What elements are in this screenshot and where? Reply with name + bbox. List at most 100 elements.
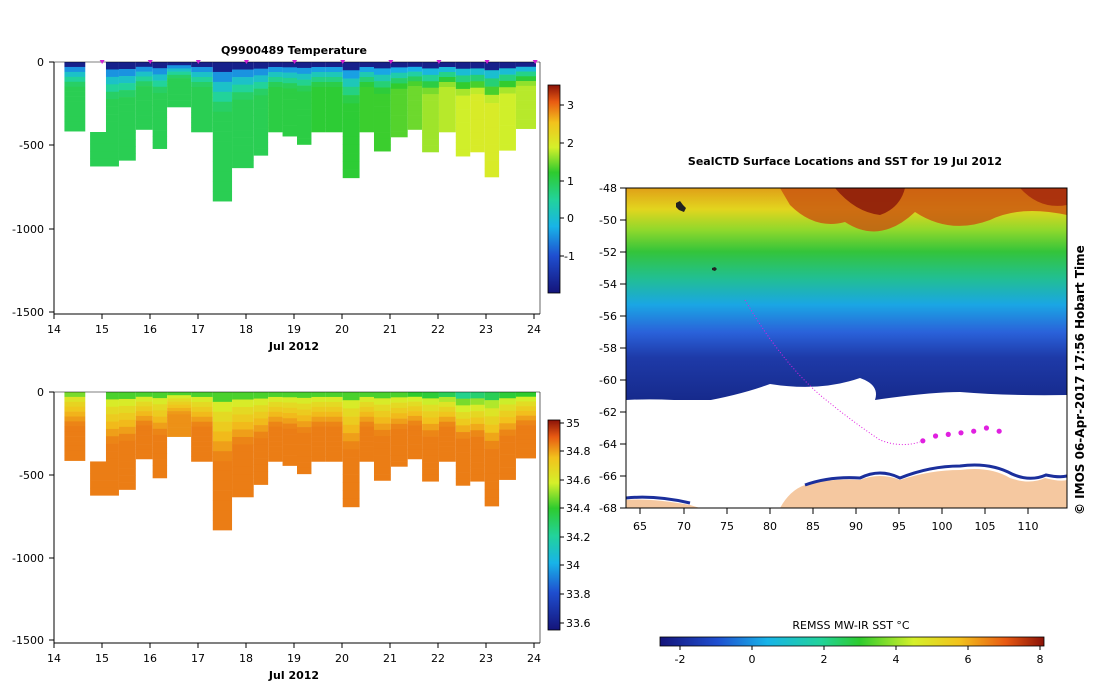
temperature-cell	[152, 62, 168, 69]
salinity-cell	[484, 416, 500, 425]
temperature-cell	[407, 110, 423, 116]
salinity-cell	[515, 410, 536, 416]
temperature-cell	[342, 111, 360, 121]
salinity-cell	[268, 416, 283, 423]
map-lon-label: 70	[677, 520, 691, 533]
temperature-cell	[191, 77, 213, 83]
salinity-cell	[311, 392, 326, 398]
salinity-cell	[499, 429, 516, 437]
salinity-cell	[135, 396, 153, 402]
salinity-cell	[282, 439, 297, 445]
map-lat-label: -64	[599, 438, 617, 451]
temperature-cell	[470, 126, 485, 134]
temperature-cell	[64, 96, 91, 102]
temperature-cell	[253, 75, 269, 83]
salinity-cell	[167, 414, 192, 418]
temperature-x-tick-label: 15	[95, 323, 109, 336]
salinity-colorbar-tick: 35	[566, 417, 580, 430]
temperature-cell	[422, 132, 439, 140]
temperature-cell	[484, 62, 500, 71]
salinity-cell	[135, 406, 153, 412]
temperature-x-tick-label: 19	[287, 323, 301, 336]
temperature-cell	[212, 91, 233, 103]
temperature-cell	[422, 87, 439, 95]
temperature-cell	[325, 102, 343, 108]
temperature-x-tick-label: 17	[191, 323, 205, 336]
temperature-cell	[407, 86, 423, 92]
salinity-cell	[325, 446, 343, 452]
map-lon-label: 80	[763, 520, 777, 533]
salinity-y-tick-label: -1000	[12, 552, 44, 565]
salinity-cell	[359, 451, 374, 457]
temperature-cell	[297, 138, 312, 145]
temperature-colorbar-scale	[547, 84, 561, 294]
salinity-cell	[407, 439, 423, 445]
temperature-cell	[212, 101, 233, 113]
salinity-cell	[64, 421, 91, 427]
temperature-cell	[342, 144, 360, 154]
temperature-cell	[484, 70, 500, 79]
temperature-cell	[118, 111, 136, 119]
profile-marker	[388, 60, 394, 64]
temperature-y-ticks: 0 -500 -1000 -1500	[12, 56, 54, 319]
salinity-cell	[135, 425, 153, 431]
salinity-cell	[253, 477, 269, 485]
salinity-cell	[311, 456, 326, 462]
temperature-cell	[212, 62, 233, 73]
salinity-cell	[118, 412, 136, 421]
salinity-cell	[422, 449, 439, 457]
temperature-cell	[297, 73, 312, 80]
salinity-cell	[167, 407, 192, 412]
salinity-cell	[167, 430, 192, 434]
salinity-cell	[253, 411, 269, 419]
temperature-cell	[470, 145, 485, 153]
temperature-cell	[407, 124, 423, 130]
sst-colorbar-title: REMSS MW-IR SST °C	[792, 619, 910, 632]
temperature-cell	[359, 72, 374, 78]
map-lat-label: -50	[599, 214, 617, 227]
salinity-cell	[325, 406, 343, 413]
temperature-cell	[407, 71, 423, 77]
salinity-y-tick-label: 0	[37, 386, 44, 399]
seal-location-point	[996, 428, 1002, 434]
salinity-cell	[191, 416, 213, 423]
seal-location-point	[971, 428, 977, 434]
temperature-cell	[455, 62, 471, 70]
salinity-cell	[118, 482, 136, 490]
salinity-cell	[359, 436, 374, 442]
temperature-cell	[499, 137, 516, 145]
temperature-cell	[515, 76, 536, 82]
temperature-cell	[390, 115, 408, 122]
salinity-cell	[268, 426, 283, 432]
map-lat-label: -54	[599, 278, 617, 291]
salinity-cell	[455, 412, 471, 419]
salinity-cell	[212, 441, 233, 452]
temperature-cell	[191, 122, 213, 128]
salinity-cell	[325, 416, 343, 423]
temperature-cell	[515, 85, 536, 91]
temperature-x-tick-label: 16	[143, 323, 157, 336]
salinity-cell	[167, 404, 192, 409]
temperature-cell	[499, 112, 516, 120]
temperature-colorbar-tick: 2	[567, 137, 574, 150]
temperature-cell	[438, 77, 456, 83]
salinity-cell	[422, 404, 439, 412]
temperature-cell	[64, 81, 91, 88]
temperature-cell	[152, 99, 168, 106]
temperature-x-tick-label: 24	[527, 323, 541, 336]
temperature-cell	[253, 82, 269, 89]
salinity-cell	[407, 449, 423, 455]
temperature-cell	[311, 92, 326, 98]
temperature-cell	[282, 104, 297, 110]
salinity-cell	[359, 406, 374, 413]
salinity-cell	[455, 398, 471, 406]
temperature-cell	[167, 81, 192, 85]
temperature-cell	[373, 74, 391, 82]
temperature-cell	[470, 113, 485, 121]
temperature-colorbar-tick: -1	[564, 250, 575, 263]
salinity-cell	[268, 456, 283, 462]
salinity-cell	[64, 406, 91, 412]
salinity-cell	[438, 456, 456, 462]
temperature-cell	[484, 119, 500, 129]
